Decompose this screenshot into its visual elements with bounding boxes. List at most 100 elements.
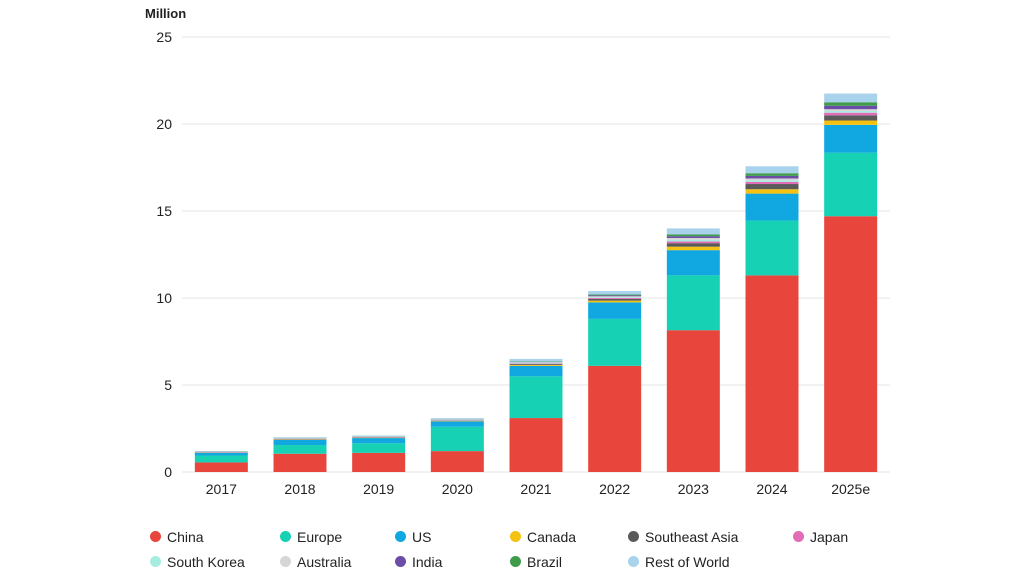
legend-swatch (793, 531, 804, 542)
x-tick-label: 2020 (442, 481, 473, 497)
bar-segment-canada (824, 121, 877, 125)
bar-segment-southeast-asia (431, 421, 484, 422)
x-tick-label: 2018 (284, 481, 315, 497)
x-tick-label: 2017 (206, 481, 237, 497)
legend-label: Canada (527, 529, 576, 545)
bar-segment-us (274, 440, 327, 445)
bar-segment-southeast-asia (588, 299, 641, 301)
bar-segment-japan (588, 298, 641, 299)
y-tick-label: 15 (156, 203, 172, 219)
bar-segment-china (824, 216, 877, 472)
bar-segment-china (588, 366, 641, 472)
bar-segment-south-korea (824, 111, 877, 113)
legend-item-india: India (395, 554, 510, 570)
bar-segment-rest-of-world (352, 435, 405, 436)
legend-item-canada: Canada (510, 529, 628, 545)
bar-segment-china (746, 275, 799, 472)
bar-segment-canada (746, 189, 799, 193)
bar-segment-china (352, 453, 405, 472)
bar-stack-2021 (510, 359, 563, 472)
bar-segment-europe (352, 443, 405, 453)
bar-segment-southeast-asia (667, 243, 720, 246)
legend-label: US (412, 529, 431, 545)
legend-item-rest-of-world: Rest of World (628, 554, 793, 570)
bar-segment-us (588, 302, 641, 319)
bar-segment-europe (274, 445, 327, 454)
legend-swatch (628, 531, 639, 542)
legend-swatch (280, 531, 291, 542)
bar-segment-us (667, 250, 720, 275)
legend-swatch (395, 531, 406, 542)
legend-label: Southeast Asia (645, 529, 738, 545)
bar-stack-2025e (824, 94, 877, 472)
legend-label: Japan (810, 529, 848, 545)
legend-item-us: US (395, 529, 510, 545)
bar-segment-china (667, 330, 720, 472)
bar-segment-europe (431, 427, 484, 451)
bar-segment-south-korea (431, 420, 484, 421)
legend-swatch (150, 556, 161, 567)
bar-segment-canada (588, 301, 641, 303)
bar-segment-rest-of-world (510, 359, 563, 362)
legend-label: Europe (297, 529, 342, 545)
bar-segment-us (510, 366, 563, 376)
legend-swatch (280, 556, 291, 567)
bar-segment-brazil (824, 102, 877, 105)
bar-segment-us (195, 453, 248, 456)
legend-label: China (167, 529, 204, 545)
bar-segment-canada (667, 247, 720, 250)
legend-row: China Europe US Canada Southeast Asia Japan (150, 524, 910, 549)
bar-segment-southeast-asia (746, 184, 799, 189)
bar-segment-us (824, 125, 877, 153)
bar-segment-europe (667, 275, 720, 330)
bar-stack-2023 (667, 228, 720, 472)
x-tick-label: 2024 (756, 481, 787, 497)
legend-swatch (395, 556, 406, 567)
bar-segment-southeast-asia (824, 115, 877, 120)
bar-segment-japan (667, 241, 720, 243)
bar-segment-brazil (746, 173, 799, 176)
bar-segment-us (746, 194, 799, 221)
y-tick-label: 20 (156, 116, 172, 132)
legend-item-europe: Europe (280, 529, 395, 545)
x-tick-label: 2022 (599, 481, 630, 497)
bar-segment-rest-of-world (746, 166, 799, 173)
x-tick-label: 2023 (678, 481, 709, 497)
bar-segment-japan (746, 182, 799, 184)
bar-segment-europe (824, 153, 877, 217)
bars (195, 94, 877, 472)
bar-segment-australia (746, 178, 799, 180)
bar-segment-india (824, 106, 877, 109)
legend-item-south-korea: South Korea (150, 554, 280, 570)
bar-segment-canada (510, 365, 563, 366)
bar-stack-2024 (746, 166, 799, 472)
legend-swatch (510, 531, 521, 542)
legend-item-southeast-asia: Southeast Asia (628, 529, 793, 545)
bar-segment-india (746, 176, 799, 179)
y-tick-label: 25 (156, 29, 172, 45)
legend-label: Australia (297, 554, 351, 570)
bar-segment-australia (588, 296, 641, 297)
bar-segment-china (431, 451, 484, 472)
bar-segment-rest-of-world (274, 437, 327, 438)
bar-stack-2017 (195, 451, 248, 472)
bar-segment-brazil (667, 234, 720, 236)
y-tick-label: 10 (156, 290, 172, 306)
bar-segment-japan (510, 364, 563, 365)
legend-swatch (628, 556, 639, 567)
legend-label: India (412, 554, 442, 570)
bar-stack-2020 (431, 418, 484, 472)
bar-segment-europe (746, 221, 799, 276)
y-unit-label: Million (145, 6, 186, 21)
bar-segment-south-korea (588, 297, 641, 298)
legend-item-japan: Japan (793, 529, 883, 545)
bar-segment-china (195, 462, 248, 472)
bar-segment-rest-of-world (667, 228, 720, 234)
bar-segment-europe (510, 376, 563, 418)
bar-segment-china (510, 418, 563, 472)
legend-item-brazil: Brazil (510, 554, 628, 570)
legend-item-australia: Australia (280, 554, 395, 570)
